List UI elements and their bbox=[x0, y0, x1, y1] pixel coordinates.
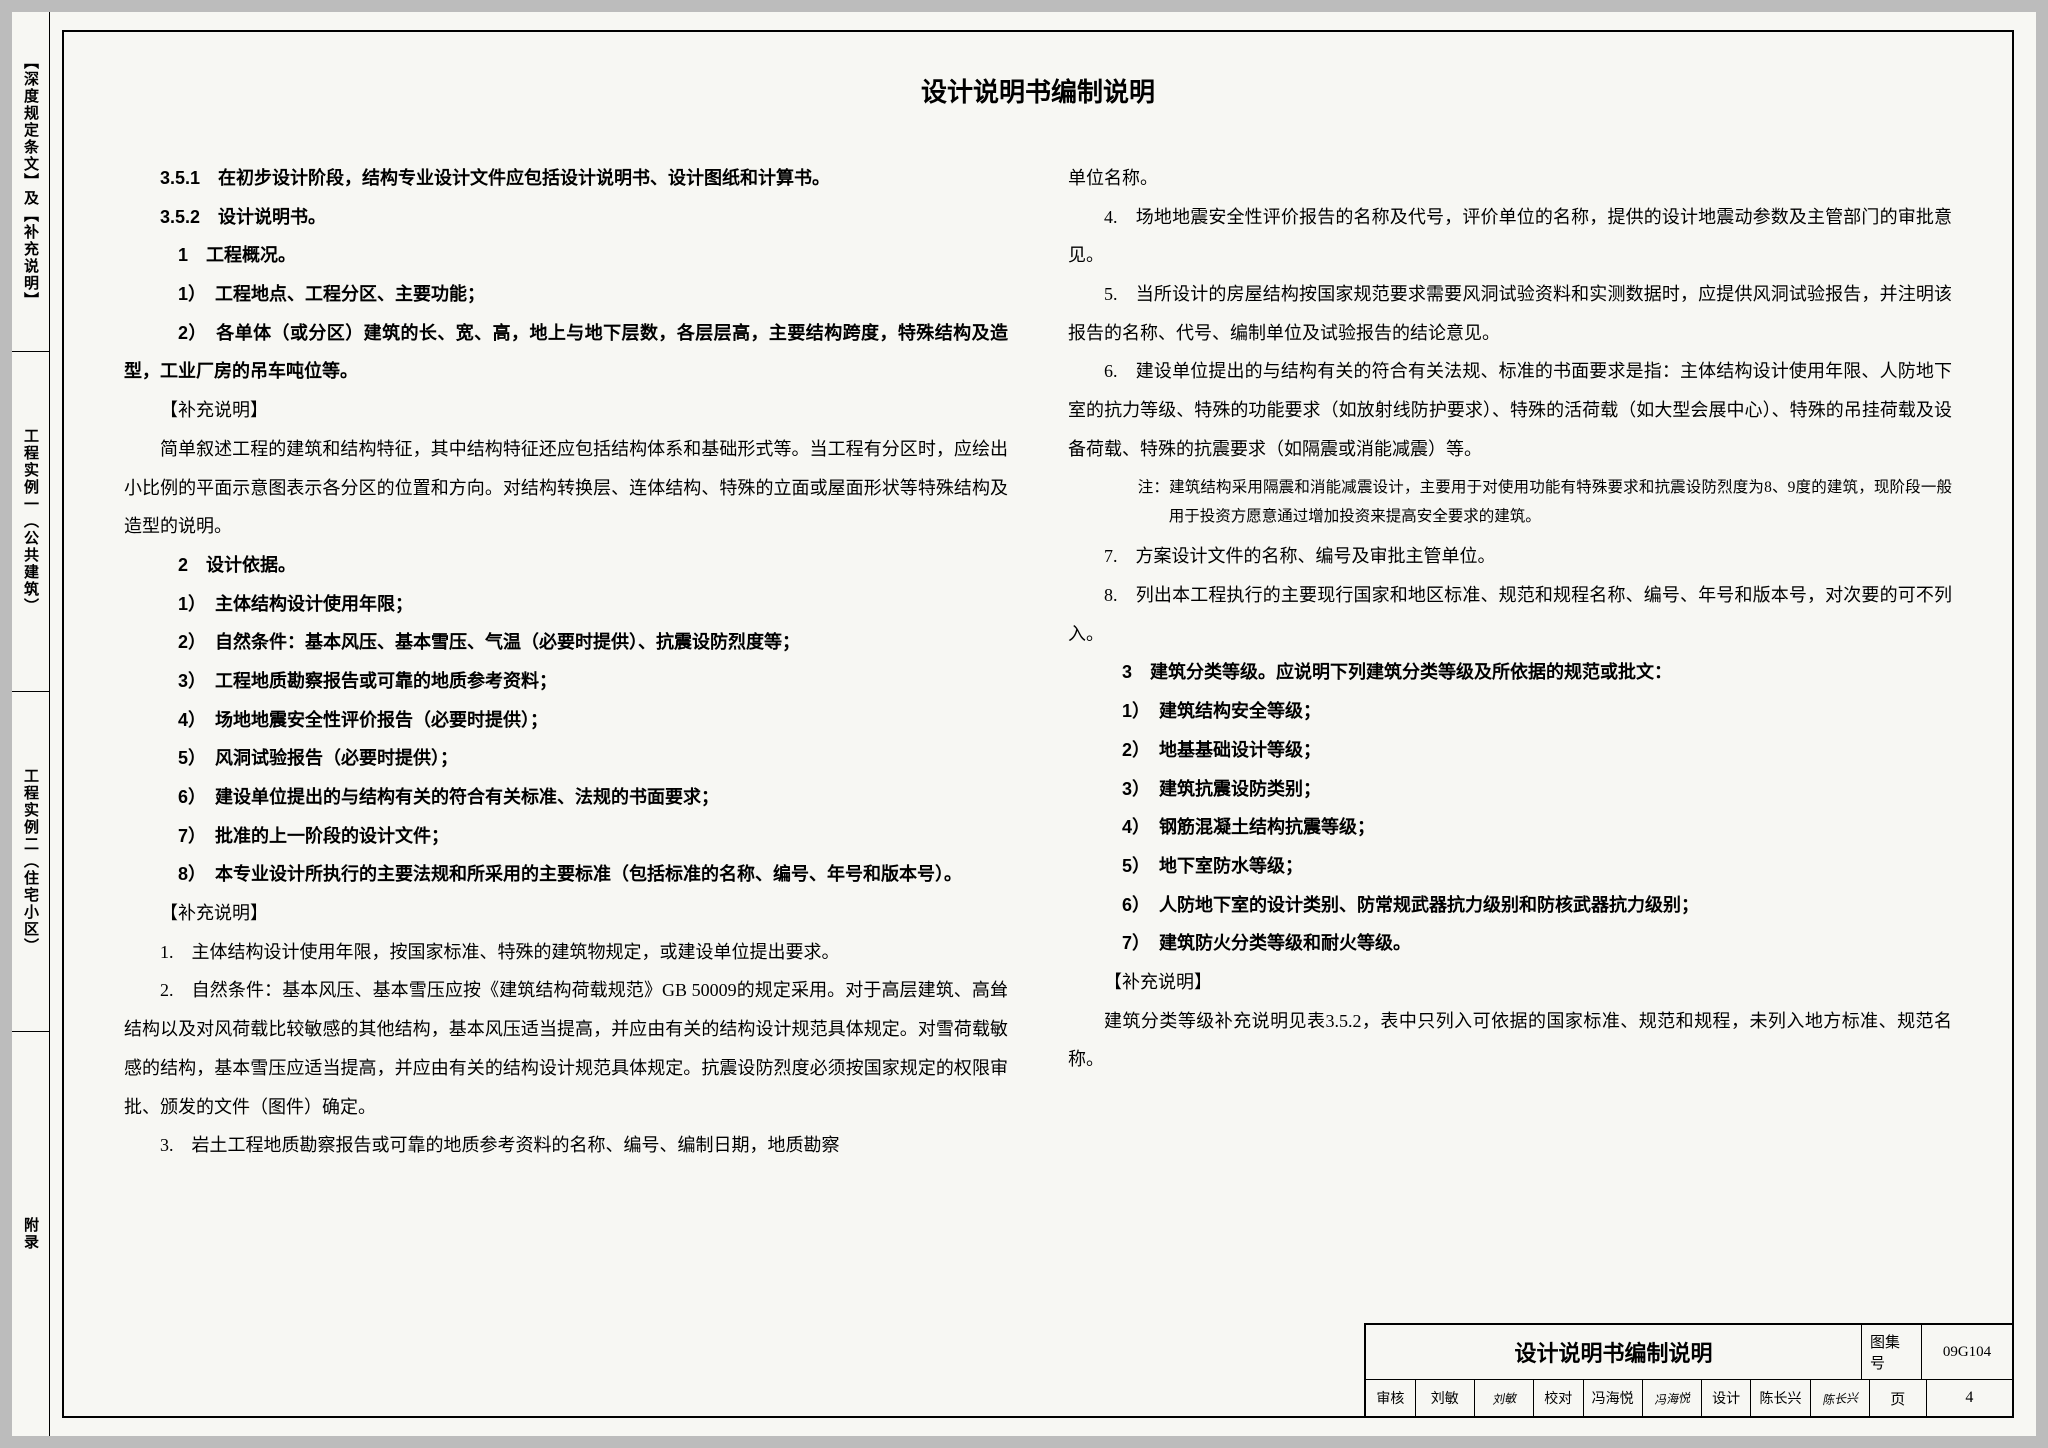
para: 1） 主体结构设计使用年限； bbox=[124, 585, 1008, 624]
para: 3） 建筑抗震设防类别； bbox=[1068, 770, 1952, 809]
para: 2. 自然条件：基本风压、基本雪压应按《建筑结构荷载规范》GB 50009的规定… bbox=[124, 971, 1008, 1126]
para: 5） 地下室防水等级； bbox=[1068, 847, 1952, 886]
side-tab-2[interactable]: 工程实例一（公共建筑） bbox=[12, 352, 49, 692]
para: 3.5.2 设计说明书。 bbox=[124, 198, 1008, 237]
para: 6） 人防地下室的设计类别、防常规武器抗力级别和防核武器抗力级别； bbox=[1068, 886, 1952, 925]
page: 【深度规定条文】及【补充说明】 工程实例一（公共建筑） 工程实例二（住宅小区） … bbox=[12, 12, 2036, 1436]
para: 1. 主体结构设计使用年限，按国家标准、特殊的建筑物规定，或建设单位提出要求。 bbox=[124, 933, 1008, 972]
side-tab-3[interactable]: 工程实例二（住宅小区） bbox=[12, 692, 49, 1032]
check-signature: 冯海悦 bbox=[1643, 1380, 1702, 1416]
side-tab-strip: 【深度规定条文】及【补充说明】 工程实例一（公共建筑） 工程实例二（住宅小区） … bbox=[12, 12, 50, 1436]
para: 4） 场地地震安全性评价报告（必要时提供）； bbox=[124, 701, 1008, 740]
para: 5. 当所设计的房屋结构按国家规范要求需要风洞试验资料和实测数据时，应提供风洞试… bbox=[1068, 275, 1952, 352]
para: 5） 风洞试验报告（必要时提供）； bbox=[124, 739, 1008, 778]
para: 3. 岩土工程地质勘察报告或可靠的地质参考资料的名称、编号、编制日期，地质勘察 bbox=[124, 1126, 1008, 1165]
supp-heading: 【补充说明】 bbox=[1068, 963, 1952, 1002]
para: 建筑分类等级补充说明见表3.5.2，表中只列入可依据的国家标准、规范和规程，未列… bbox=[1068, 1002, 1952, 1079]
para: 2） 地基基础设计等级； bbox=[1068, 731, 1952, 770]
check-name: 冯海悦 bbox=[1584, 1380, 1643, 1416]
para: 7. 方案设计文件的名称、编号及审批主管单位。 bbox=[1068, 537, 1952, 576]
side-tab-1[interactable]: 【深度规定条文】及【补充说明】 bbox=[12, 12, 49, 352]
para: 8. 列出本工程执行的主要现行国家和地区标准、规范和规程名称、编号、年号和版本号… bbox=[1068, 576, 1952, 653]
para: 1） 建筑结构安全等级； bbox=[1068, 692, 1952, 731]
check-label: 校对 bbox=[1534, 1380, 1584, 1416]
design-label: 设计 bbox=[1702, 1380, 1752, 1416]
para: 单位名称。 bbox=[1068, 159, 1952, 198]
page-number: 4 bbox=[1927, 1380, 2012, 1416]
design-signature: 陈长兴 bbox=[1811, 1380, 1870, 1416]
titleblock-title: 设计说明书编制说明 bbox=[1366, 1325, 1862, 1379]
para: 4） 钢筋混凝土结构抗震等级； bbox=[1068, 808, 1952, 847]
page-label: 页 bbox=[1870, 1380, 1927, 1416]
supp-heading: 【补充说明】 bbox=[124, 894, 1008, 933]
para: 1 工程概况。 bbox=[124, 236, 1008, 275]
drawing-frame: 设计说明书编制说明 3.5.1 在初步设计阶段，结构专业设计文件应包括设计说明书… bbox=[62, 30, 2014, 1418]
note: 注：建筑结构采用隔震和消能减震设计，主要用于对使用功能有特殊要求和抗震设防烈度为… bbox=[1115, 473, 1953, 532]
para: 简单叙述工程的建筑和结构特征，其中结构特征还应包括结构体系和基础形式等。当工程有… bbox=[124, 430, 1008, 546]
left-column: 3.5.1 在初步设计阶段，结构专业设计文件应包括设计说明书、设计图纸和计算书。… bbox=[124, 159, 1008, 1396]
set-value: 09G104 bbox=[1922, 1325, 2012, 1379]
supp-heading: 【补充说明】 bbox=[124, 391, 1008, 430]
para: 6. 建设单位提出的与结构有关的符合有关法规、标准的书面要求是指：主体结构设计使… bbox=[1068, 352, 1952, 468]
para: 7） 批准的上一阶段的设计文件； bbox=[124, 817, 1008, 856]
document-title: 设计说明书编制说明 bbox=[124, 72, 1952, 109]
para: 8） 本专业设计所执行的主要法规和所采用的主要标准（包括标准的名称、编号、年号和… bbox=[124, 855, 1008, 894]
review-name: 刘敏 bbox=[1416, 1380, 1475, 1416]
review-label: 审核 bbox=[1366, 1380, 1416, 1416]
para: 2 设计依据。 bbox=[124, 546, 1008, 585]
para: 2） 自然条件：基本风压、基本雪压、气温（必要时提供）、抗震设防烈度等； bbox=[124, 623, 1008, 662]
side-tab-4[interactable]: 附录 bbox=[12, 1032, 49, 1436]
para: 3 建筑分类等级。应说明下列建筑分类等级及所依据的规范或批文： bbox=[1068, 653, 1952, 692]
design-name: 陈长兴 bbox=[1751, 1380, 1810, 1416]
para: 3.5.1 在初步设计阶段，结构专业设计文件应包括设计说明书、设计图纸和计算书。 bbox=[124, 159, 1008, 198]
para: 7） 建筑防火分类等级和耐火等级。 bbox=[1068, 924, 1952, 963]
para: 6） 建设单位提出的与结构有关的符合有关标准、法规的书面要求； bbox=[124, 778, 1008, 817]
text-columns: 3.5.1 在初步设计阶段，结构专业设计文件应包括设计说明书、设计图纸和计算书。… bbox=[124, 159, 1952, 1396]
para: 2） 各单体（或分区）建筑的长、宽、高，地上与地下层数，各层层高，主要结构跨度，… bbox=[124, 314, 1008, 391]
para: 3） 工程地质勘察报告或可靠的地质参考资料； bbox=[124, 662, 1008, 701]
para: 4. 场地地震安全性评价报告的名称及代号，评价单位的名称，提供的设计地震动参数及… bbox=[1068, 198, 1952, 275]
right-column: 单位名称。 4. 场地地震安全性评价报告的名称及代号，评价单位的名称，提供的设计… bbox=[1068, 159, 1952, 1396]
set-label: 图集号 bbox=[1862, 1325, 1922, 1379]
review-signature: 刘敏 bbox=[1475, 1380, 1534, 1416]
title-block: 设计说明书编制说明 图集号 09G104 审核 刘敏 刘敏 校对 冯海悦 冯海悦… bbox=[1364, 1323, 2014, 1418]
para: 1） 工程地点、工程分区、主要功能； bbox=[124, 275, 1008, 314]
